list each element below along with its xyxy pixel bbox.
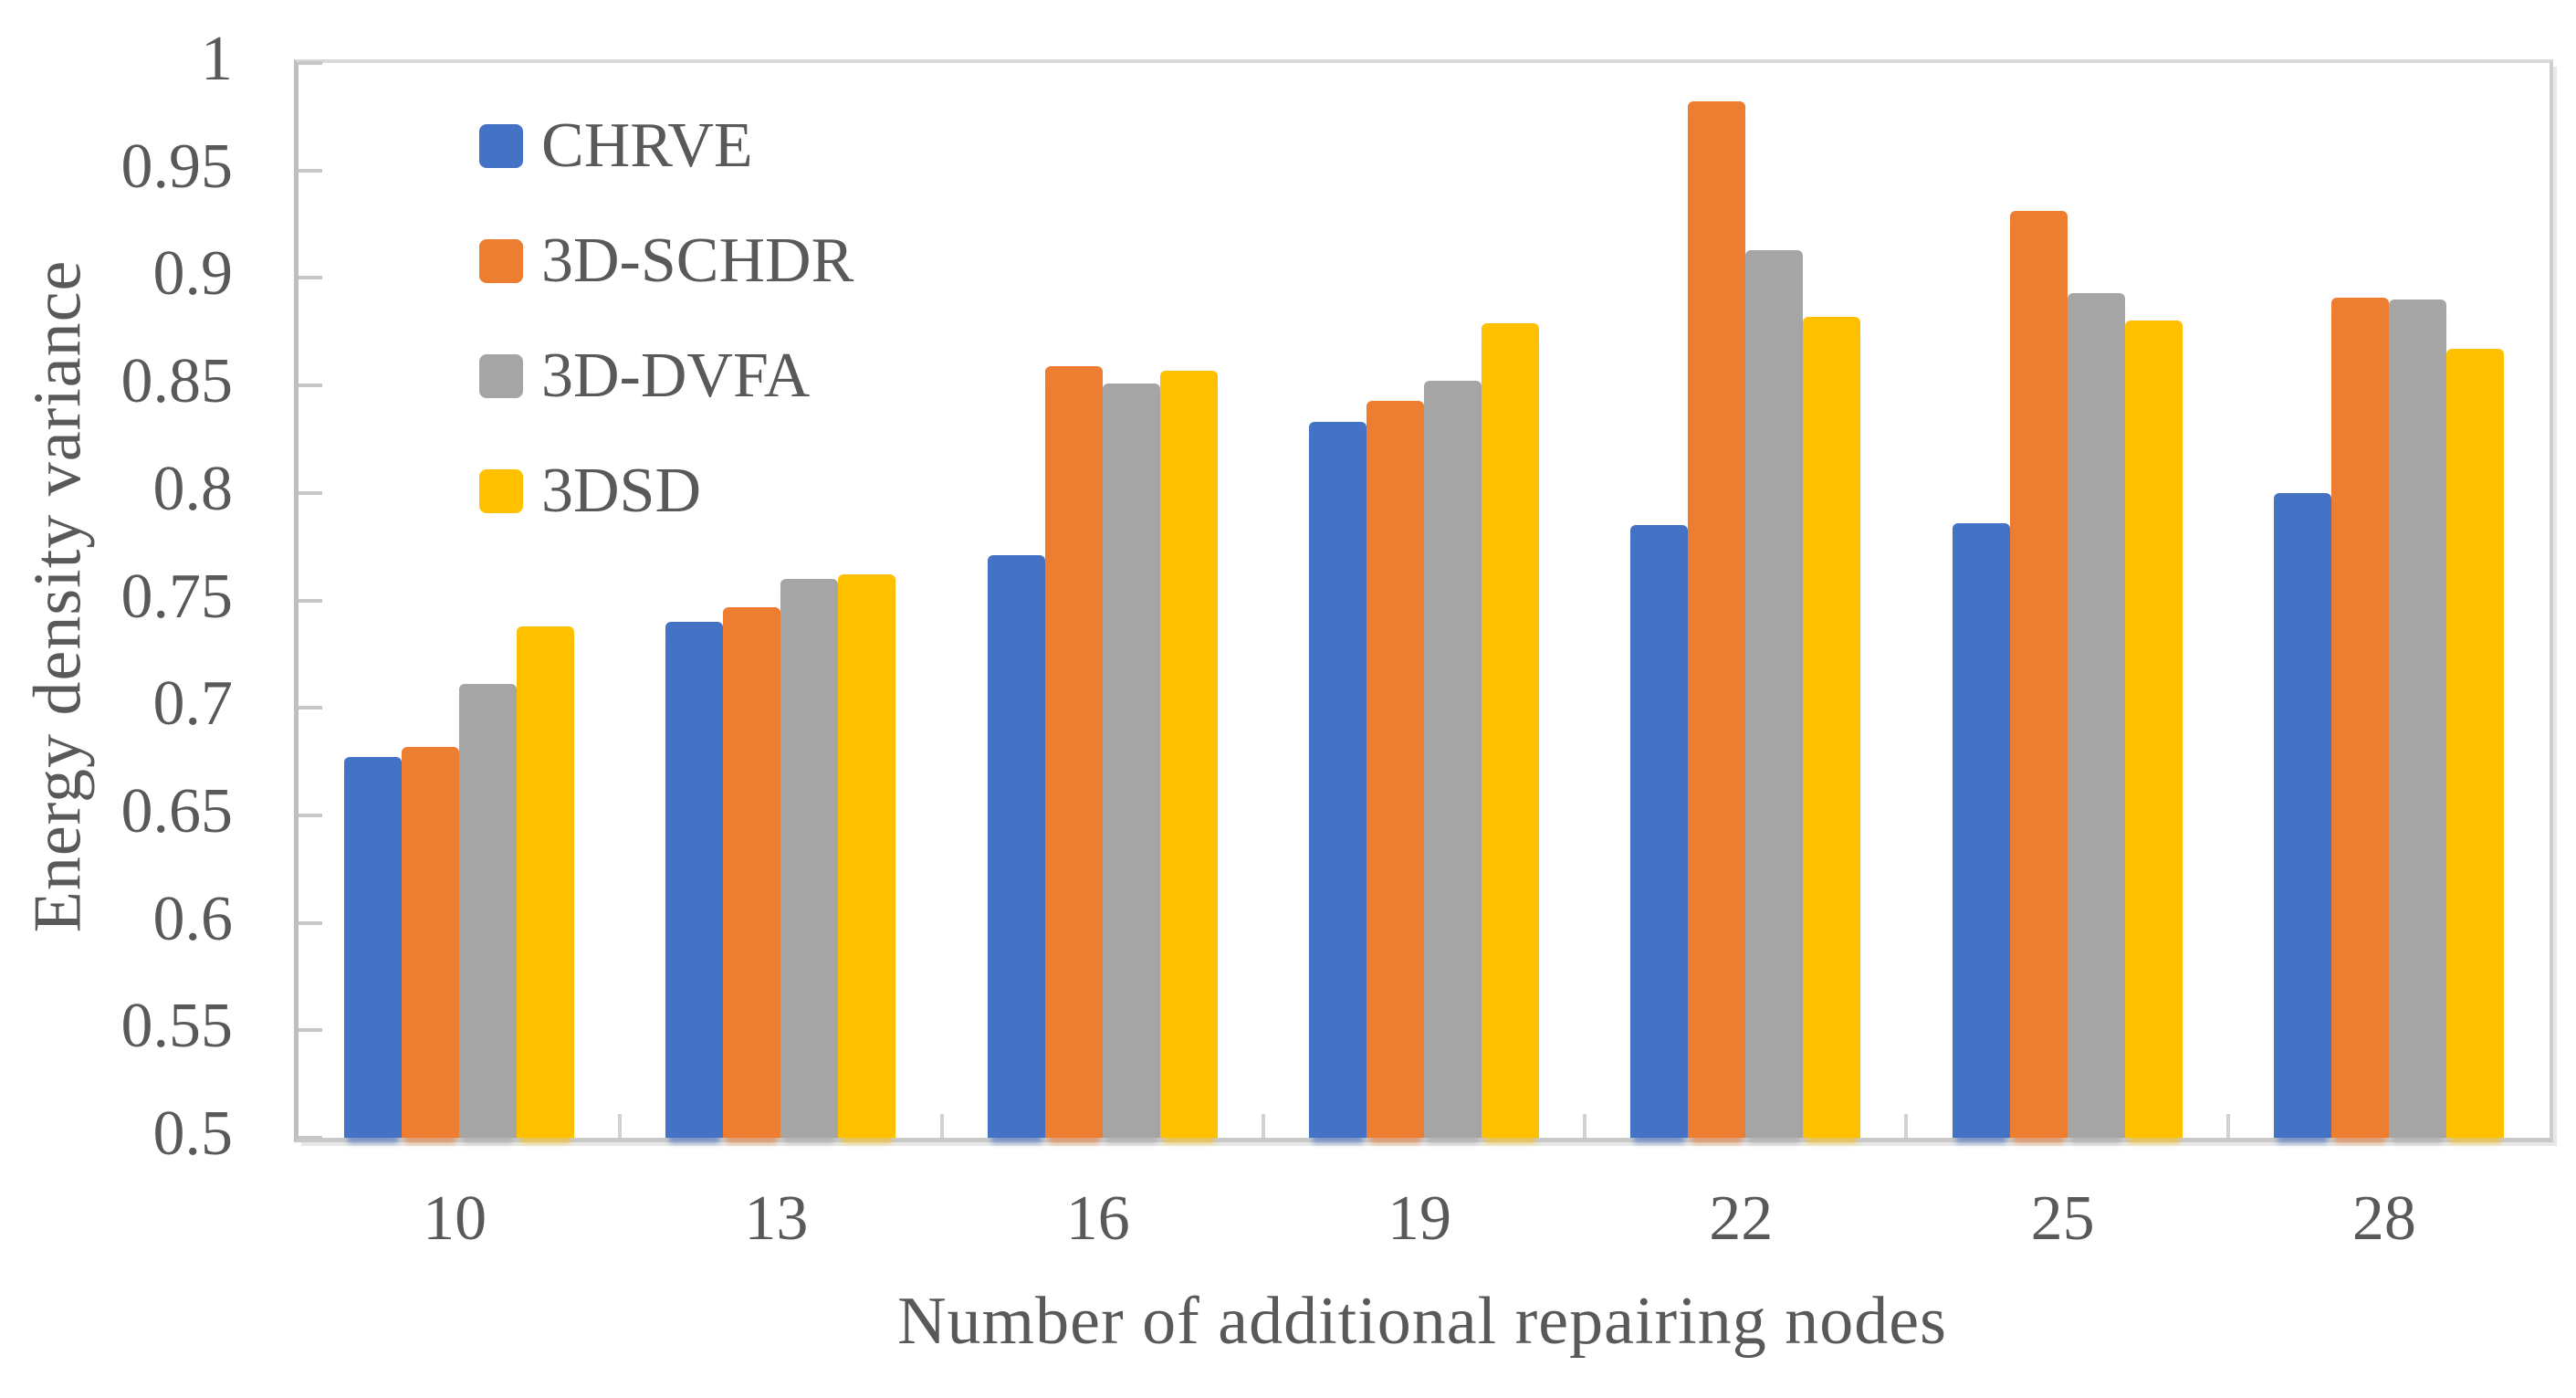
y-axis-tick <box>298 61 322 65</box>
y-axis-tick-label: 1 <box>201 24 233 94</box>
legend-label: 3DSD <box>541 456 702 526</box>
x-axis-tick <box>2225 1114 2230 1138</box>
bar-chrve-13 <box>665 622 724 1138</box>
legend: CHRVE 3D-SCHDR 3D-DVFA 3DSD <box>479 109 853 569</box>
legend-item-chrve: CHRVE <box>479 109 853 184</box>
y-axis-tick-label: 0.5 <box>152 1098 234 1169</box>
legend-item-3d-schdr: 3D-SCHDR <box>479 224 853 299</box>
bar-3dsd-28 <box>2445 349 2504 1138</box>
bar-3dsd-19 <box>1482 322 1539 1138</box>
y-axis-tick <box>298 598 322 603</box>
bar-3d-dvfa-28 <box>2388 299 2446 1138</box>
bar-3dsd-13 <box>838 574 896 1138</box>
bar-chrve-16 <box>987 555 1045 1138</box>
x-axis-tick <box>1904 1114 1909 1138</box>
x-axis-category-label: 22 <box>1709 1183 1774 1254</box>
y-axis-tick-label: 0.65 <box>120 775 234 846</box>
bar-3d-dvfa-10 <box>459 684 518 1138</box>
x-axis-title: Number of additional repairing nodes <box>897 1284 1947 1359</box>
legend-item-3d-dvfa: 3D-DVFA <box>479 339 853 414</box>
x-axis-category-label: 13 <box>744 1183 809 1254</box>
x-axis-tick <box>618 1114 623 1138</box>
plot-area: CHRVE 3D-SCHDR 3D-DVFA 3DSD <box>294 59 2553 1142</box>
y-axis-tick-label: 0.75 <box>120 561 234 632</box>
y-axis-tick <box>298 384 322 388</box>
y-axis-tick <box>298 1028 322 1033</box>
bar-3dsd-16 <box>1159 370 1218 1138</box>
y-axis-tick <box>298 1136 322 1140</box>
y-axis-tick <box>298 706 322 710</box>
bar-3dsd-10 <box>517 625 575 1138</box>
bar-3d-dvfa-16 <box>1102 383 1160 1138</box>
bar-3d-dvfa-13 <box>780 578 839 1138</box>
bar-chrve-22 <box>1630 525 1689 1138</box>
x-axis-category-label: 25 <box>2030 1183 2095 1254</box>
y-axis-tick-label: 0.85 <box>120 346 234 417</box>
x-axis-category-label: 10 <box>423 1183 487 1254</box>
legend-label: 3D-DVFA <box>541 341 811 411</box>
bar-chrve-10 <box>344 757 403 1138</box>
y-axis-tick-label: 0.6 <box>152 883 234 954</box>
bar-3d-schdr-22 <box>1688 101 1746 1138</box>
x-axis-category-label: 16 <box>1065 1183 1130 1254</box>
x-axis-tick <box>1583 1114 1587 1138</box>
y-axis-tick-label: 0.55 <box>120 991 234 1062</box>
y-axis-tick <box>298 168 322 173</box>
bar-3d-dvfa-25 <box>2067 292 2125 1138</box>
bar-chrve-28 <box>2273 492 2331 1138</box>
bar-3d-schdr-16 <box>1044 365 1103 1138</box>
bar-3d-dvfa-19 <box>1424 381 1482 1138</box>
legend-swatch-icon <box>479 354 523 398</box>
y-axis-tick <box>298 276 322 280</box>
y-axis-tick-label: 0.9 <box>152 238 234 310</box>
x-axis-tick <box>939 1114 944 1138</box>
legend-swatch-icon <box>479 124 523 168</box>
y-axis-tick-label: 0.8 <box>152 453 234 524</box>
legend-swatch-icon <box>479 469 523 513</box>
bar-3d-schdr-25 <box>2009 211 2068 1138</box>
y-axis-tick <box>298 920 322 925</box>
y-axis-tick <box>298 490 322 495</box>
legend-item-3dsd: 3DSD <box>479 454 853 529</box>
bar-3dsd-22 <box>1803 316 1861 1138</box>
legend-label: 3D-SCHDR <box>541 226 854 296</box>
bar-3d-schdr-13 <box>723 606 781 1138</box>
x-axis-category-label: 28 <box>2351 1183 2416 1254</box>
bar-3d-schdr-28 <box>2330 297 2389 1138</box>
legend-swatch-icon <box>479 239 523 283</box>
y-axis-tick <box>298 813 322 817</box>
y-axis-tick-label: 0.95 <box>120 131 234 202</box>
x-axis-tick <box>1261 1114 1265 1138</box>
y-axis-tick-label: 0.7 <box>152 668 234 740</box>
legend-label: CHRVE <box>541 110 753 181</box>
bar-3d-schdr-10 <box>402 746 460 1138</box>
bar-chrve-25 <box>1952 522 2010 1138</box>
bar-chrve-19 <box>1309 422 1367 1138</box>
bar-3dsd-25 <box>2124 321 2183 1138</box>
x-axis-category-label: 19 <box>1387 1183 1451 1254</box>
bar-3d-schdr-19 <box>1367 400 1424 1138</box>
bar-3d-dvfa-22 <box>1745 249 1804 1138</box>
